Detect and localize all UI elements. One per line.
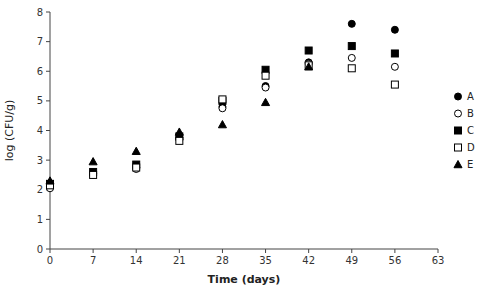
y-tick-label: 0 <box>37 244 43 255</box>
series <box>47 20 399 190</box>
legend-item: E <box>454 159 473 170</box>
y-tick-label: 2 <box>37 184 43 195</box>
x-tick <box>265 249 266 253</box>
point <box>262 98 270 105</box>
series <box>47 43 399 188</box>
legend-marker <box>455 144 462 151</box>
x-tick-label: 0 <box>47 255 53 266</box>
point <box>348 65 355 72</box>
legend-item: D <box>455 142 476 153</box>
point <box>348 20 355 27</box>
legend-label: E <box>467 159 473 170</box>
x-tick-label: 7 <box>90 255 96 266</box>
point <box>218 121 226 128</box>
point <box>262 72 269 79</box>
x-tick <box>308 249 309 253</box>
legend-marker <box>454 160 462 167</box>
point <box>133 164 140 171</box>
x-tick-label: 21 <box>173 255 186 266</box>
plot-area <box>46 20 398 191</box>
legend-marker <box>455 93 462 100</box>
legend-item: C <box>455 125 475 136</box>
legend: ABCDE <box>454 91 475 170</box>
point <box>219 105 226 112</box>
point <box>391 81 398 88</box>
chart: 071421283542495663012345678Time (days)lo… <box>0 0 500 289</box>
x-tick-label: 35 <box>259 255 272 266</box>
x-tick-label: 49 <box>345 255 358 266</box>
y-tick <box>46 249 50 250</box>
legend-label: C <box>467 125 474 136</box>
point <box>348 43 355 50</box>
y-tick <box>46 130 50 131</box>
point <box>305 63 313 70</box>
x-axis-line <box>50 249 438 250</box>
legend-label: A <box>467 91 474 102</box>
x-tick-label: 42 <box>302 255 315 266</box>
x-tick <box>136 249 137 253</box>
axes: 071421283542495663012345678 <box>37 7 445 267</box>
point <box>46 177 54 184</box>
x-tick <box>351 249 352 253</box>
y-tick <box>46 12 50 13</box>
x-tick-label: 56 <box>389 255 402 266</box>
legend-marker <box>455 127 462 134</box>
point <box>132 147 140 154</box>
point <box>133 164 140 171</box>
point <box>305 47 312 54</box>
x-tick-label: 28 <box>216 255 229 266</box>
x-tick <box>93 249 94 253</box>
point <box>348 54 355 61</box>
y-tick-label: 7 <box>37 36 43 47</box>
x-tick <box>50 249 51 253</box>
y-tick-label: 5 <box>37 95 43 106</box>
point <box>219 96 226 103</box>
series <box>47 54 399 191</box>
x-tick <box>394 249 395 253</box>
point <box>90 171 97 178</box>
point <box>262 84 269 91</box>
point <box>391 26 398 33</box>
x-tick-label: 14 <box>130 255 143 266</box>
y-tick-label: 6 <box>37 66 43 77</box>
y-tick <box>46 100 50 101</box>
y-axis-label: log (CFU/g) <box>3 100 16 162</box>
point <box>89 158 97 165</box>
y-tick <box>46 160 50 161</box>
point <box>176 137 183 144</box>
x-axis-label: Time (days) <box>208 273 281 286</box>
point <box>175 128 183 135</box>
series <box>47 62 399 189</box>
point <box>391 63 398 70</box>
y-tick-label: 4 <box>37 125 43 136</box>
y-tick <box>46 219 50 220</box>
y-tick <box>46 41 50 42</box>
x-tick <box>179 249 180 253</box>
series <box>46 63 313 184</box>
point <box>391 50 398 57</box>
legend-item: A <box>455 91 475 102</box>
legend-marker <box>455 110 462 117</box>
y-tick-label: 8 <box>37 7 43 18</box>
y-tick-label: 1 <box>37 214 43 225</box>
y-tick <box>46 71 50 72</box>
x-tick-label: 63 <box>432 255 445 266</box>
x-tick <box>222 249 223 253</box>
x-tick <box>438 249 439 253</box>
legend-label: D <box>467 142 475 153</box>
legend-item: B <box>455 108 475 119</box>
legend-label: B <box>467 108 474 119</box>
y-tick-label: 3 <box>37 155 43 166</box>
point <box>90 171 97 178</box>
chart-container: 071421283542495663012345678Time (days)lo… <box>0 0 500 289</box>
